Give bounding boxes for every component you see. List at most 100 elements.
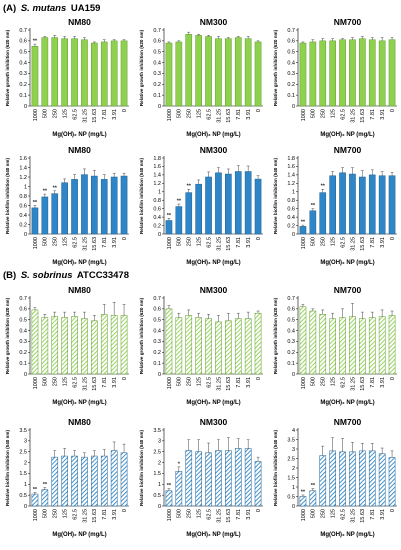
- x-tick-label: 62.5: [340, 509, 346, 520]
- y-tick-label: 2.5: [19, 450, 27, 456]
- bar: [215, 450, 222, 507]
- x-axis-label: Mg(OH)₂ NP (mg/L): [52, 532, 106, 538]
- x-axis-label: Mg(OH)₂ NP (mg/L): [52, 400, 106, 406]
- bar: [299, 226, 307, 235]
- x-axis-label: Mg(OH)₂ NP (mg/L): [186, 532, 240, 538]
- y-tick-label: 0: [158, 104, 161, 110]
- x-tick-label: 1000: [301, 237, 307, 249]
- significance-marker: **: [311, 203, 316, 209]
- bar: [120, 452, 128, 507]
- x-tick-label: 31.25: [82, 509, 88, 523]
- bar: [91, 42, 98, 107]
- section-b-prefix: (B): [3, 270, 16, 281]
- bar: [388, 175, 396, 235]
- y-tick-label: 1: [158, 482, 161, 488]
- bar: [299, 42, 307, 107]
- x-tick-label: 250: [187, 237, 193, 246]
- x-tick-label: 31.25: [216, 237, 222, 251]
- x-tick-label: 0: [256, 109, 262, 112]
- x-tick-label: 15.63: [92, 509, 98, 523]
- x-tick-label: 125: [196, 109, 202, 118]
- bar: [329, 175, 336, 235]
- bar: [215, 321, 222, 375]
- x-tick-label: 31.25: [82, 237, 88, 251]
- y-tick-label: 1: [158, 190, 161, 196]
- y-tick-label: 0.4: [287, 328, 295, 334]
- x-tick-label: 7.81: [102, 237, 108, 248]
- chart-panels: NM80 Relative growth inhibition (620 nm) 0…: [5, 17, 397, 538]
- chart-panel-2: NM300 Relative growth inhibition (620 nm)…: [139, 17, 263, 138]
- bar: [349, 173, 356, 235]
- y-tick-label: 0: [158, 504, 161, 510]
- chart-title: NM80: [68, 285, 91, 295]
- x-tick-label: 1000: [301, 109, 307, 121]
- x-tick-label: 1000: [167, 377, 173, 389]
- bar: [254, 178, 262, 235]
- x-tick-label: 250: [53, 377, 59, 386]
- y-tick-label: 0.7: [287, 28, 295, 34]
- significance-marker: **: [311, 483, 316, 489]
- bar: [254, 461, 262, 507]
- y-tick-label: 0: [24, 104, 27, 110]
- chart-panel-1: NM80 Relative growth inhibition (620 nm) 0…: [5, 17, 129, 138]
- bar: [195, 317, 202, 375]
- bar: [91, 455, 98, 507]
- significance-marker: **: [43, 189, 48, 195]
- bar: [185, 315, 193, 375]
- y-tick-label: 0.1: [19, 93, 27, 99]
- y-tick-label: 0.6: [287, 39, 295, 45]
- bar: [234, 171, 242, 235]
- x-tick-label: 31.25: [216, 377, 222, 391]
- bar: [120, 175, 128, 235]
- x-tick-label: 3.91: [112, 377, 118, 388]
- bar: [378, 316, 386, 375]
- bar: [31, 207, 39, 235]
- x-tick-label: 500: [177, 237, 183, 246]
- chart-panel-10: NM80 Relative biofilm inhibition (540 nm)…: [5, 417, 129, 538]
- x-tick-label: 31.25: [216, 509, 222, 523]
- x-tick-label: 250: [187, 109, 193, 118]
- y-axis-label: Relative growth inhibition (620 nm): [5, 297, 10, 374]
- x-tick-label: 125: [330, 109, 336, 118]
- bar: [81, 318, 88, 375]
- y-tick-label: 3: [158, 439, 161, 445]
- x-tick-label: 7.81: [370, 237, 376, 248]
- bar: [359, 450, 366, 507]
- x-tick-label: 250: [321, 377, 327, 386]
- y-tick-label: 0.6: [19, 307, 27, 313]
- y-tick-label: 3: [24, 439, 27, 445]
- y-tick-label: 3.5: [19, 428, 27, 434]
- bar: [349, 451, 356, 507]
- y-tick-label: 1.6: [153, 164, 161, 170]
- y-tick-label: 0.2: [153, 223, 161, 229]
- bar: [100, 455, 108, 507]
- chart-title: NM80: [68, 17, 91, 27]
- significance-marker: **: [33, 487, 38, 493]
- y-tick-label: 0.4: [287, 215, 295, 221]
- x-tick-label: 62.5: [340, 237, 346, 248]
- y-tick-label: 0.5: [19, 493, 27, 499]
- y-tick-label: 1.6: [287, 164, 295, 170]
- chart-panel-7: NM80 Relative growth inhibition (620 nm) 0…: [5, 285, 129, 406]
- bar: [378, 175, 386, 235]
- significance-marker: **: [53, 185, 58, 191]
- x-tick-label: 31.25: [82, 109, 88, 123]
- y-tick-label: 0: [24, 372, 27, 378]
- x-axis-label: Mg(OH)₂ NP (mg/L): [186, 260, 240, 266]
- chart-title: NM300: [200, 285, 228, 295]
- section-a-organism: S. mutans: [21, 3, 66, 14]
- y-tick-label: 0.1: [153, 93, 161, 99]
- y-tick-label: 1.8: [287, 156, 295, 162]
- x-tick-label: 0: [390, 237, 396, 240]
- bar: [309, 490, 317, 507]
- y-tick-label: 0.2: [153, 82, 161, 88]
- x-tick-label: 3.91: [112, 109, 118, 120]
- x-tick-label: 1000: [33, 377, 39, 389]
- bar: [165, 42, 173, 107]
- y-axis-label: Relative biofilm inhibition (540 nm): [273, 430, 278, 507]
- y-axis-label: Relative biofilm inhibition (540 nm): [5, 158, 10, 235]
- bar: [81, 174, 88, 235]
- y-tick-label: 0.5: [19, 50, 27, 56]
- bar: [299, 306, 307, 375]
- y-tick-label: 2.5: [287, 456, 295, 462]
